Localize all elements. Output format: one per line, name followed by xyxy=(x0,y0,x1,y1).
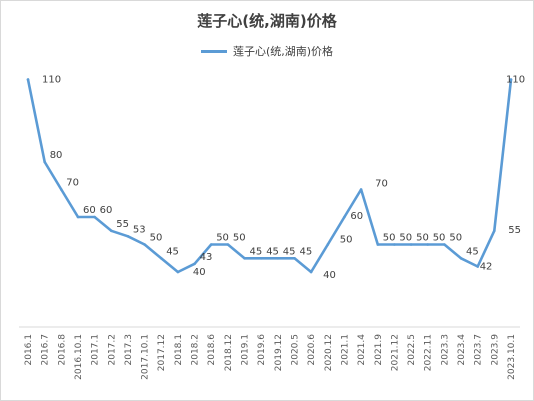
data-point xyxy=(243,257,246,260)
x-tick-label: 2018.6 xyxy=(207,334,217,366)
data-point xyxy=(376,243,380,246)
data-point xyxy=(60,188,63,191)
data-point xyxy=(393,243,396,246)
data-label: 53 xyxy=(133,224,146,235)
x-tick-label: 2019.6 xyxy=(257,334,267,366)
x-tick-label: 2016.1 xyxy=(24,334,34,366)
data-label: 55 xyxy=(508,225,521,236)
data-label: 40 xyxy=(193,267,206,278)
data-label: 60 xyxy=(100,205,113,216)
data-label: 70 xyxy=(375,179,388,190)
x-tick-label: 2021.1 xyxy=(340,334,350,366)
data-point xyxy=(326,243,330,246)
x-tick-label: 2016.8 xyxy=(57,334,67,366)
data-label: 40 xyxy=(323,270,336,281)
data-label: 50 xyxy=(449,233,462,244)
x-tick-label: 2018.1 xyxy=(174,334,184,366)
x-tick-label: 2023.4 xyxy=(457,334,467,366)
data-point xyxy=(76,215,80,219)
data-label: 45 xyxy=(466,246,479,257)
x-tick-label: 2019.12 xyxy=(274,334,284,371)
data-point xyxy=(26,78,30,81)
x-tick-label: 2020.12 xyxy=(324,334,334,371)
x-tick-label: 2018.12 xyxy=(224,334,234,371)
x-tick-label: 2021.9 xyxy=(374,334,384,366)
x-tick-label: 2019.1 xyxy=(241,334,251,366)
data-label: 70 xyxy=(66,178,79,189)
x-tick-label: 2022.11 xyxy=(424,334,434,371)
data-point xyxy=(259,257,263,260)
x-tick-label: 2023.7 xyxy=(474,334,484,366)
data-point xyxy=(359,188,363,191)
data-label: 60 xyxy=(350,211,363,222)
x-tick-label: 2017.10.1 xyxy=(141,334,151,380)
data-point xyxy=(309,270,313,274)
data-label: 50 xyxy=(383,233,396,244)
data-point xyxy=(176,270,180,274)
data-point xyxy=(159,257,163,260)
data-point xyxy=(276,257,280,260)
legend-label: 莲子心(统,湖南)价格 xyxy=(232,45,334,58)
data-point xyxy=(509,78,513,81)
x-tick-label: 2021.4 xyxy=(357,334,367,366)
data-label: 60 xyxy=(83,205,96,216)
x-tick-label: 2023.10.1 xyxy=(507,334,517,380)
x-tick-label: 2023.3 xyxy=(440,334,450,366)
legend-line-swatch xyxy=(200,49,227,53)
data-label: 50 xyxy=(416,233,429,244)
data-point xyxy=(143,243,146,246)
data-point xyxy=(293,257,296,260)
data-label: 80 xyxy=(50,150,63,161)
data-label: 50 xyxy=(340,235,353,246)
data-point xyxy=(43,160,46,164)
data-label: 42 xyxy=(480,262,493,273)
data-label: 45 xyxy=(250,246,263,257)
data-label: 110 xyxy=(42,75,61,86)
data-point xyxy=(443,243,446,246)
data-point xyxy=(476,265,480,268)
chart-legend: 莲子心(统,湖南)价格 xyxy=(0,43,534,59)
data-label: 50 xyxy=(150,233,163,244)
data-point xyxy=(126,235,130,238)
x-tick-label: 2018.2 xyxy=(191,334,201,366)
x-tick-label: 2020.5 xyxy=(291,334,301,366)
x-tick-label: 2020.6 xyxy=(307,334,317,366)
data-label: 50 xyxy=(399,233,412,244)
data-point xyxy=(93,215,96,219)
data-label: 45 xyxy=(300,246,313,257)
data-label: 110 xyxy=(506,75,525,86)
x-tick-label: 2023.9 xyxy=(490,334,500,366)
chart-title: 莲子心(统,湖南)价格 xyxy=(197,12,337,30)
data-point xyxy=(493,229,496,233)
data-label: 50 xyxy=(216,233,229,244)
data-point xyxy=(459,257,463,260)
x-tick-label: 2017.2 xyxy=(107,334,117,366)
x-tick-label: 2017.1 xyxy=(91,334,101,366)
data-point xyxy=(409,243,413,246)
data-label: 55 xyxy=(116,219,129,230)
x-tick-label: 2022.5 xyxy=(407,334,417,366)
x-tick-label: 2017.12 xyxy=(157,334,167,371)
data-point xyxy=(209,243,213,246)
x-tick-label: 2021.12 xyxy=(390,334,400,371)
data-point xyxy=(426,243,430,246)
data-point xyxy=(226,243,230,246)
data-label: 50 xyxy=(433,233,446,244)
data-label: 45 xyxy=(283,246,296,257)
data-label: 43 xyxy=(200,252,213,263)
data-point xyxy=(343,215,346,219)
data-point xyxy=(110,229,113,233)
x-tick-label: 2017.3 xyxy=(124,334,134,366)
data-label: 50 xyxy=(233,233,246,244)
series-line xyxy=(26,78,513,274)
x-tick-label: 2016.10.1 xyxy=(74,334,84,380)
x-tick-label: 2016.7 xyxy=(41,334,51,366)
data-point xyxy=(193,262,196,266)
data-label: 45 xyxy=(166,246,179,257)
data-label: 45 xyxy=(266,246,279,257)
